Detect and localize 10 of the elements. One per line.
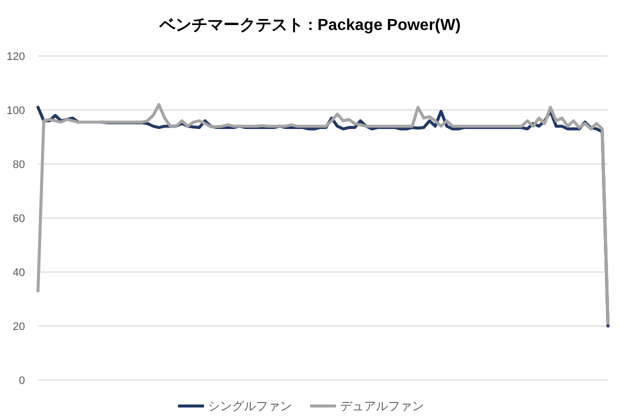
legend-label: シングルファン <box>208 399 292 413</box>
y-tick-label: 100 <box>6 105 25 117</box>
y-tick-label: 60 <box>12 213 25 225</box>
chart-title: ベンチマークテスト : Package Power(W) <box>158 17 461 34</box>
y-tick-label: 120 <box>6 51 25 63</box>
legend-label: デュアルファン <box>340 399 424 413</box>
y-tick-label: 80 <box>12 159 25 171</box>
y-tick-label: 0 <box>18 375 25 387</box>
y-tick-label: 40 <box>12 267 25 279</box>
y-tick-label: 20 <box>12 321 25 333</box>
